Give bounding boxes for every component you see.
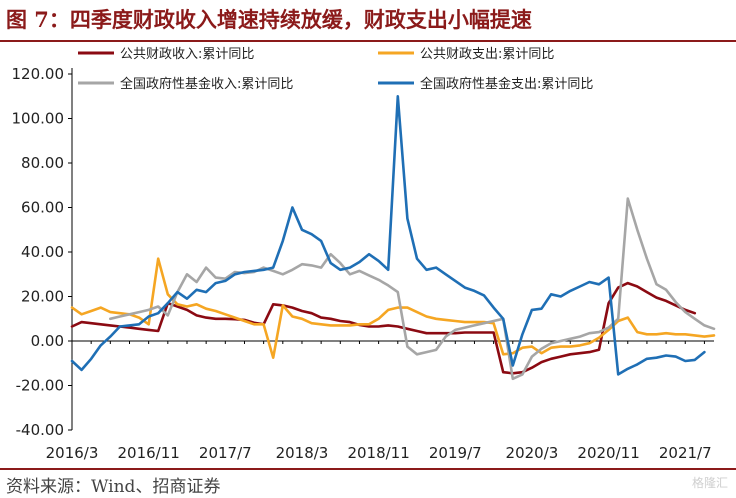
x-tick-label: 2018/3 [276,444,329,462]
series-line-2 [70,257,716,360]
x-tick-label: 2016/3 [46,444,99,462]
x-tick-label: 2016/11 [117,444,179,462]
title-rule [0,40,736,42]
y-tick-label: 20.00 [21,288,64,306]
y-tick-label: 0.00 [31,332,64,350]
y-axis: 120.00 100.00 80.00 60.00 40.00 20.00 0.00 -20.… [12,65,73,439]
legend-label-3: 全国政府性基金收入:累计同比 [120,76,293,92]
legend-label-1: 公共财政收入:累计同比 [120,47,254,62]
series-lines [70,95,716,381]
x-tick-label: 2020/11 [577,444,639,462]
x-tick-label: 2021/7 [659,444,712,462]
y-tick-label: -40.00 [16,421,64,439]
series-line-1 [70,281,697,375]
x-axis: 2016/3 2016/11 2017/7 2018/3 2018/11 2019/7 20… [46,340,714,462]
y-tick-label: 40.00 [21,243,64,261]
source-rule [0,468,736,470]
y-tick-label: -20.00 [16,377,64,395]
x-tick-label: 2019/7 [429,444,482,462]
y-tick-label: 120.00 [12,65,65,83]
series-line-3 [109,197,716,381]
watermark: 格隆汇 [691,476,728,490]
source-note: 资料来源：Wind、招商证券 [6,477,221,497]
legend-label-2: 公共财政支出:累计同比 [420,47,554,62]
series-line-4 [70,95,706,376]
x-tick-label: 2017/7 [199,444,252,462]
y-tick-label: 80.00 [21,154,64,172]
x-tick-label: 2018/11 [347,444,409,462]
y-tick-label: 60.00 [21,199,64,217]
y-tick-label: 100.00 [12,110,65,128]
x-tick-label: 2020/3 [506,444,559,462]
legend-label-4: 全国政府性基金支出:累计同比 [420,76,593,92]
chart-title: 图 7：四季度财政收入增速持续放缓，财政支出小幅提速 [6,7,532,32]
